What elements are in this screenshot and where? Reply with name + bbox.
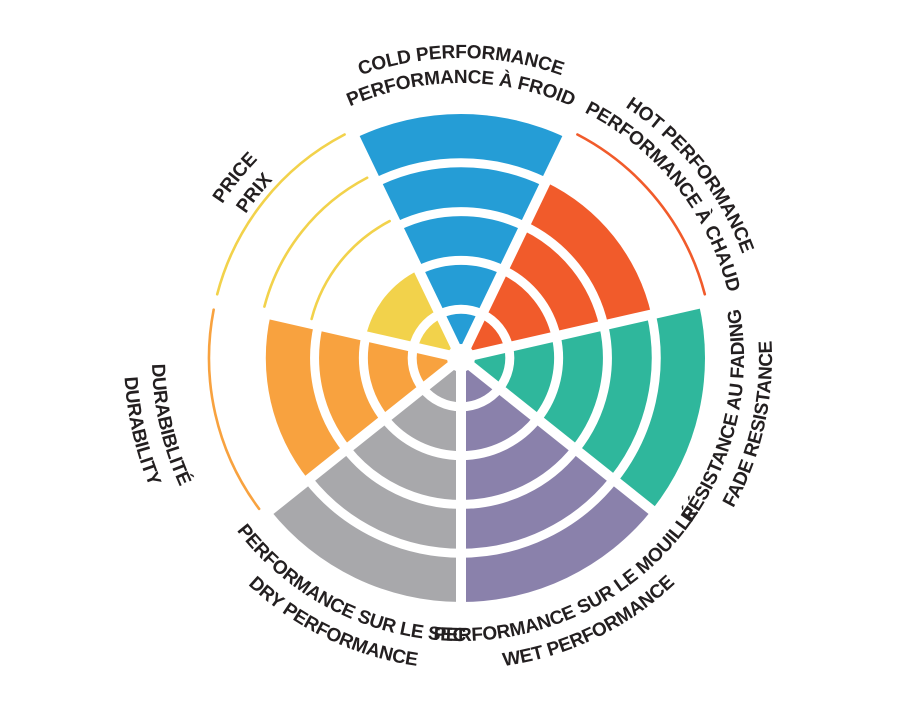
slice-price-wedge — [365, 270, 461, 358]
slice-hot-ring-divider — [522, 222, 609, 327]
wheel-spoke — [457, 354, 669, 526]
slice-cold-ring-divider — [374, 158, 548, 187]
wheel-spoke — [204, 294, 463, 363]
slice-fade-ring-divider — [571, 324, 612, 453]
slice-price-guide-arc — [263, 176, 369, 308]
slice-fade-ring-divider — [533, 335, 564, 422]
wheel-spoke — [253, 354, 465, 526]
slice-dry-ring-divider — [381, 415, 462, 461]
slice-wet-wedge — [461, 358, 652, 602]
wheel-spoke — [459, 294, 718, 363]
wheel-spoke — [342, 119, 466, 361]
slice-price-guide-arc — [310, 219, 391, 321]
slice-wet-ring-divider — [460, 415, 541, 461]
slice-durability-ring-divider — [358, 335, 389, 422]
wheel-center — [447, 344, 475, 372]
slice-hot-guide-arc — [576, 133, 707, 296]
slice-wet-ring-divider — [460, 446, 579, 509]
slice-durability-guide-arc — [207, 308, 261, 511]
slice-hot-label-line1: HOT PERFORMANCE — [622, 94, 757, 256]
slice-hot-ring-divider — [501, 266, 561, 338]
slice-cold-wedge — [355, 113, 567, 359]
slice-fade-wedge — [461, 303, 705, 511]
slice-cold-ring-divider — [437, 304, 485, 319]
slice-cold-ring-divider — [416, 255, 506, 275]
slice-dry-ring-divider — [343, 446, 462, 509]
slice-wet-ring-divider — [460, 476, 618, 558]
slice-durability-ring-divider — [310, 324, 351, 453]
slice-fade-ring-divider — [610, 313, 661, 483]
slice-dry-ring-divider — [304, 476, 462, 558]
slice-price-guide-arc — [215, 133, 346, 296]
slice-cold-ring-divider — [395, 207, 527, 231]
wheel-spoke — [456, 119, 580, 361]
slice-dry-wedge — [270, 358, 461, 602]
